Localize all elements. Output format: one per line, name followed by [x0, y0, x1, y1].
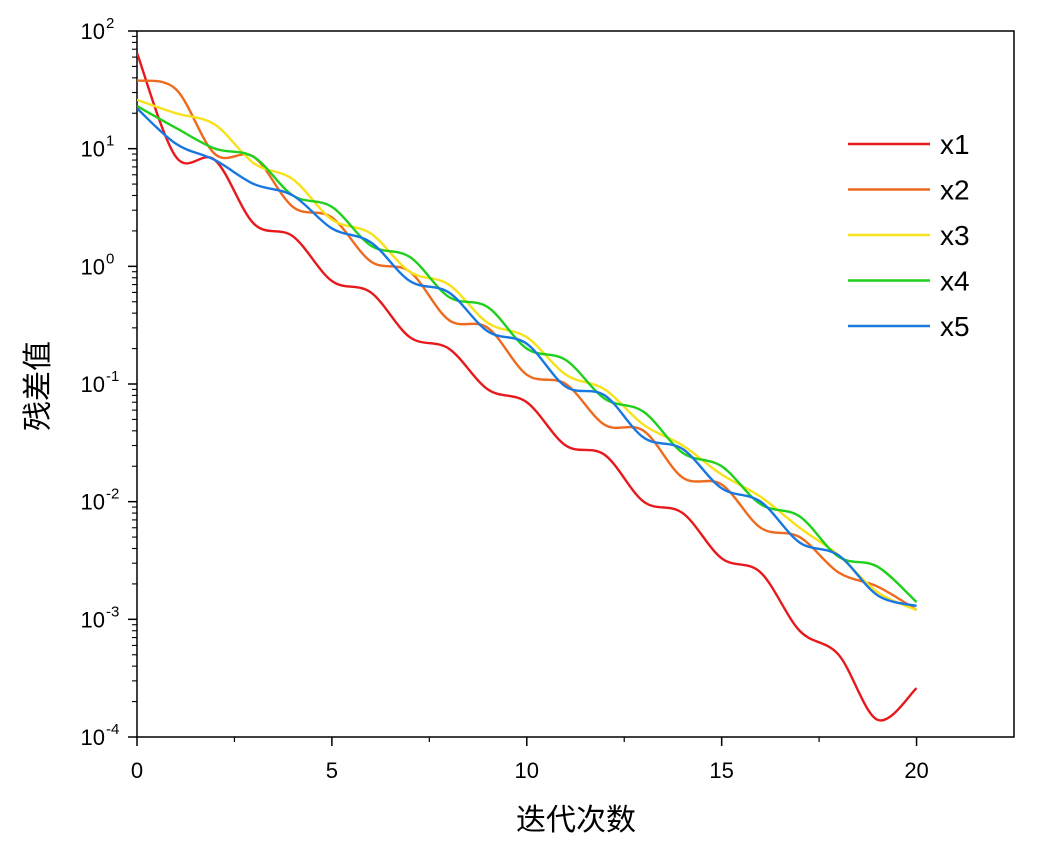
y-tick-label: 10 [81, 372, 105, 397]
y-tick-label: 10 [81, 137, 105, 162]
y-tick-label: 10 [81, 725, 105, 750]
y-tick-label: 10 [81, 607, 105, 632]
plot-frame [136, 30, 1015, 738]
legend-label-x2: x2 [940, 175, 970, 206]
legend-label-x4: x4 [940, 266, 970, 297]
x-tick-label: 20 [904, 758, 928, 783]
series-line-x3 [137, 98, 918, 612]
x-axis-title: 迭代次数 [516, 803, 636, 838]
series-line-x4 [137, 105, 918, 604]
x-tick-label: 15 [709, 758, 733, 783]
y-tick-exponent: -4 [106, 721, 119, 738]
x-tick-label: 5 [326, 758, 338, 783]
series-line-x1 [137, 52, 918, 722]
y-tick-exponent: -1 [106, 368, 119, 385]
series-layer [137, 52, 918, 722]
y-tick-exponent: -2 [106, 486, 119, 503]
series-line-x5 [137, 107, 917, 608]
x-tick-label: 0 [131, 758, 143, 783]
y-tick-label: 10 [81, 19, 105, 44]
legend-label-x1: x1 [940, 129, 970, 160]
y-tick-exponent: 1 [106, 133, 114, 150]
y-tick-label: 10 [81, 490, 105, 515]
series-line-x2 [137, 79, 918, 612]
x-tick-label: 10 [515, 758, 539, 783]
y-tick-exponent: 2 [106, 15, 114, 32]
y-axis-title: 残差值 [21, 341, 56, 431]
y-tick-label: 10 [81, 254, 105, 279]
legend-label-x3: x3 [940, 220, 970, 251]
plot-border [136, 30, 1015, 738]
y-tick-exponent: 0 [106, 250, 114, 267]
y-tick-exponent: -3 [106, 603, 119, 620]
legend-label-x5: x5 [940, 311, 970, 342]
legend: x1 x2 x3 x4 x5 [848, 129, 970, 342]
